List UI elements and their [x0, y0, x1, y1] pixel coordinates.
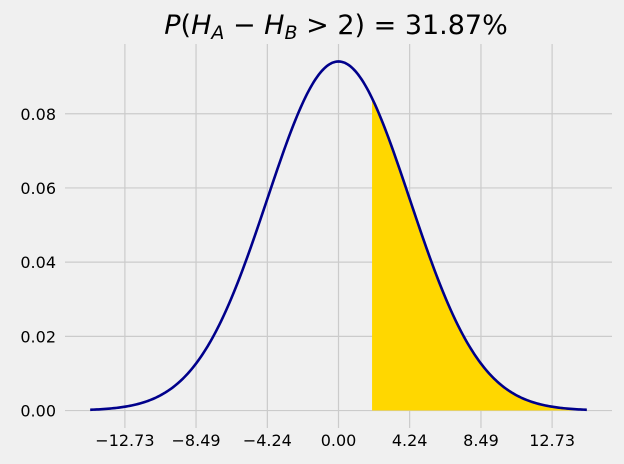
density-curve — [90, 60, 587, 412]
x-tick-label: −4.24 — [243, 431, 292, 450]
x-tick-label: 8.49 — [463, 431, 499, 450]
chart-title: P(HA − HB > 2) = 31.87% — [164, 10, 508, 44]
x-tick-label: −12.73 — [95, 431, 154, 450]
y-tick-label: 0.08 — [20, 105, 56, 124]
x-tick-label: 0.00 — [321, 431, 357, 450]
shaded-tail-area — [372, 98, 587, 411]
x-tick-labels: −12.73 −8.49 −4.24 0.00 4.24 8.49 12.73 — [95, 431, 575, 450]
x-tick-label: 12.73 — [529, 431, 575, 450]
x-tick-label: −8.49 — [172, 431, 221, 450]
x-tick-label: 4.24 — [392, 431, 428, 450]
y-tick-labels: 0.00 0.02 0.04 0.06 0.08 — [20, 105, 56, 421]
y-gridlines — [65, 113, 612, 412]
y-tick-label: 0.04 — [20, 253, 56, 272]
y-tick-label: 0.06 — [20, 179, 56, 198]
y-tick-label: 0.02 — [20, 327, 56, 346]
y-tick-label: 0.00 — [20, 402, 56, 421]
